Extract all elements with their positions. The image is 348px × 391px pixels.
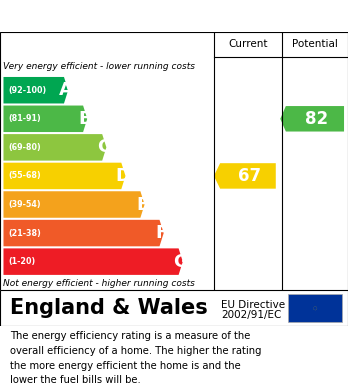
- Text: (81-91): (81-91): [9, 114, 41, 123]
- Text: (39-54): (39-54): [9, 200, 41, 209]
- Polygon shape: [3, 191, 144, 218]
- Text: 67: 67: [238, 167, 261, 185]
- Polygon shape: [3, 106, 87, 132]
- Text: Potential: Potential: [292, 39, 338, 49]
- Text: (1-20): (1-20): [9, 257, 36, 266]
- Polygon shape: [3, 163, 126, 189]
- Text: C: C: [97, 138, 110, 156]
- Polygon shape: [316, 309, 317, 310]
- Polygon shape: [313, 307, 314, 308]
- Text: Energy Efficiency Rating: Energy Efficiency Rating: [10, 7, 251, 25]
- Text: EU Directive: EU Directive: [221, 300, 285, 310]
- Polygon shape: [313, 309, 314, 310]
- Text: D: D: [116, 167, 130, 185]
- Text: Not energy efficient - higher running costs: Not energy efficient - higher running co…: [3, 278, 195, 287]
- Text: B: B: [78, 110, 92, 128]
- Text: England & Wales: England & Wales: [10, 298, 208, 318]
- Text: E: E: [136, 196, 148, 213]
- Polygon shape: [214, 163, 276, 189]
- Text: (21-38): (21-38): [9, 229, 41, 238]
- Polygon shape: [3, 77, 68, 104]
- Text: (55-68): (55-68): [9, 171, 41, 180]
- Polygon shape: [280, 106, 344, 131]
- Polygon shape: [3, 134, 106, 161]
- Polygon shape: [316, 307, 317, 308]
- Text: Current: Current: [228, 39, 268, 49]
- Text: F: F: [155, 224, 167, 242]
- Text: (69-80): (69-80): [9, 143, 41, 152]
- Text: (92-100): (92-100): [9, 86, 47, 95]
- Text: 2002/91/EC: 2002/91/EC: [221, 310, 281, 320]
- Text: Very energy efficient - lower running costs: Very energy efficient - lower running co…: [3, 62, 196, 71]
- Bar: [288, 294, 342, 322]
- Text: A: A: [59, 81, 73, 99]
- Polygon shape: [3, 220, 164, 246]
- Text: The energy efficiency rating is a measure of the
overall efficiency of a home. T: The energy efficiency rating is a measur…: [10, 331, 262, 386]
- Polygon shape: [3, 248, 183, 275]
- Text: G: G: [173, 253, 188, 271]
- Text: 82: 82: [305, 110, 328, 128]
